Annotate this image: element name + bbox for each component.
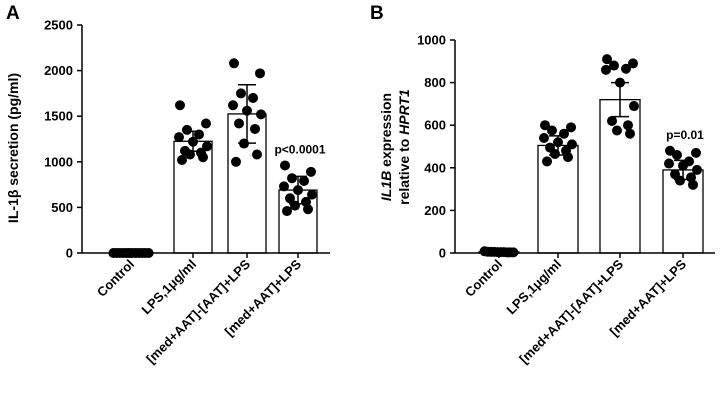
panel-b-x-tick-label-1: LPS,1μg/ml (503, 257, 564, 318)
panel-b-data-point (540, 120, 550, 131)
panel-b-x-tick-label-2: [med+AAT]-[AAT]+LPS (516, 256, 626, 366)
panel-a-y-tick-label-2: 1000 (44, 154, 73, 169)
panel-b-letter: B (370, 3, 384, 24)
panel-b-data-point (607, 115, 617, 126)
panel-b-y-tick-label-1: 200 (424, 203, 446, 218)
panel-a-y-tick-label-3: 1500 (44, 109, 73, 124)
panel-a-data-point (239, 138, 249, 149)
panel-a-data-point (174, 132, 184, 143)
panel-a-significance-label-0: p<0.0001 (274, 142, 325, 156)
panel-b-data-point (691, 147, 701, 158)
panel-a-data-point (256, 109, 266, 120)
panel-a-data-point (307, 189, 317, 200)
panel-a-data-point (182, 124, 192, 135)
panel-b-bar-2 (599, 98, 641, 254)
panel-a-data-point (236, 88, 246, 99)
panel-a-data-point (303, 204, 313, 215)
panel-a-y-tick-label-4: 2000 (44, 63, 73, 78)
panel-b-y-tick-label-2: 400 (424, 160, 446, 175)
panel-b-data-point (625, 128, 635, 139)
panel-a-y-tick-label-5: 2500 (44, 18, 73, 33)
panel-b-y-tick-label-3: 600 (424, 118, 446, 133)
panel-b-y-axis-label-expression: expression (378, 93, 394, 171)
panel-b-y-axis-label-line2: relative to HPRT1 (396, 89, 412, 205)
panel-a-data-point (201, 118, 211, 129)
panel-b-data-point (566, 122, 576, 133)
panel-b-data-point (664, 158, 674, 169)
panel-b-x-tick-label-0: Control (462, 257, 505, 300)
panel-a-data-point (228, 100, 238, 111)
panel-b: B 0 200 400 600 800 1000 ControlLPS,1μg/ml[med… (370, 3, 715, 366)
panel-a-data-point (194, 129, 204, 140)
panel-b-data-point (553, 137, 563, 148)
panel-a-data-point (252, 149, 262, 160)
panel-b-axes: 0 200 400 600 800 1000 ControlLPS,1μg/ml[med+A… (417, 33, 715, 366)
panel-b-data-point (621, 63, 631, 74)
panel-a-data-point (279, 181, 289, 192)
panel-b-y-tick-label-0: 0 (439, 246, 446, 261)
panel-a-data-point (234, 118, 244, 129)
panel-b-data-point (688, 179, 698, 190)
panel-a-data-point (299, 175, 309, 186)
panel-b-data-point (601, 64, 611, 75)
panel-a-data-point (250, 123, 260, 134)
panel-a-data-point (231, 156, 241, 167)
panel-b-data-point (547, 125, 557, 136)
panel-b-data-point (559, 128, 569, 139)
panel-b-data-point (612, 125, 622, 136)
panel-b-data-point (692, 164, 702, 175)
panel-a-data-point (188, 136, 198, 147)
panel-b-data-point (563, 152, 573, 163)
panel-a-x-tick-label-2: [med+AAT]-[AAT]+LPS (143, 256, 253, 366)
panel-a-x-tick-label-0: Control (94, 257, 137, 300)
panel-a-data-point (202, 141, 212, 152)
panel-b-data-point (602, 54, 612, 65)
panel-a-data-point (185, 149, 195, 160)
panel-b-data-point (539, 132, 549, 143)
panel-b-data-point (542, 156, 552, 167)
panel-b-significance-label-0: p=0.01 (666, 128, 704, 142)
panel-b-y-axis-label-reference-gene: HPRT1 (396, 89, 412, 135)
panel-a-data-point (285, 193, 295, 204)
panel-a-data-point (175, 100, 185, 111)
panel-b-data-point (623, 120, 633, 131)
panel-b-data-point (628, 58, 638, 69)
panel-a-data-point (280, 160, 290, 171)
panel-a-y-tick-label-0: 0 (66, 246, 73, 261)
panel-b-y-axis-label-gene: IL1B (378, 171, 394, 201)
panel-a-y-axis-label: IL-1β secretion (pg/ml) (5, 73, 21, 223)
panel-b-y-axis-label-relative: relative to (396, 135, 412, 205)
panel-b-data-point (672, 150, 682, 161)
panel-a-y-axis-label-text: IL-1β secretion (pg/ml) (5, 73, 21, 223)
panel-a-data-point (198, 152, 208, 163)
panel-a-data-point (229, 58, 239, 69)
panel-a-letter: A (6, 3, 20, 24)
panel-a-data-point (290, 200, 300, 211)
panel-a-data-point (255, 68, 265, 79)
panel-b-data-point (567, 139, 577, 150)
panel-b-data-point (615, 77, 625, 88)
panel-b-data-point (678, 160, 688, 171)
panel-a-data-point (293, 185, 303, 196)
panel-b-y-tick-label-5: 1000 (417, 33, 446, 48)
panel-a-data-point (287, 173, 297, 184)
panel-b-y-tick-label-4: 800 (424, 75, 446, 90)
panel-a-y-tick-label-1: 500 (51, 200, 73, 215)
panel-b-data-point (675, 175, 685, 186)
panel-a-data-point (248, 92, 258, 103)
panel-b-data-point (609, 60, 619, 71)
panel-b-y-axis-label-line1: IL1B expression (378, 93, 394, 201)
panel-a-data-point (282, 206, 292, 217)
panel-b-data-point (629, 101, 639, 112)
panel-b-data-point (550, 148, 560, 159)
panel-a-data-point (306, 166, 316, 177)
panel-a-data-point (177, 154, 187, 165)
panel-a-data-point (242, 105, 252, 116)
